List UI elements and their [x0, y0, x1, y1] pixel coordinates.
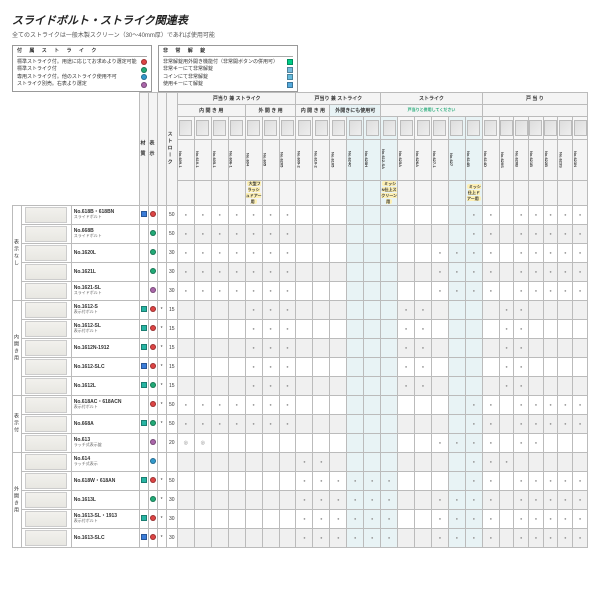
page-subtitle: 全てのストライクは一般木製スクリーン（30〜40mm厚）であれば使用可能 — [12, 30, 588, 39]
legend-strike: 付 属 ス ト ラ イ ク 標準ストライク付。用途に応じてお求めより選定可能標準… — [12, 45, 152, 92]
page-title: スライドボルト・ストライク関連表 — [12, 12, 588, 28]
legend-func-title: 非 常 解 錠 — [163, 48, 293, 57]
legend-func: 非 常 解 錠 非常解錠用外開き機能付（非常開ボタンの併用可）非常キーにて非常解… — [158, 45, 298, 92]
compat-table: 材 質 表 示 ストローク戸当り 兼 ストライク戸当り 兼 ストライクストライク… — [12, 92, 588, 548]
legend-row: 付 属 ス ト ラ イ ク 標準ストライク付。用途に応じてお求めより選定可能標準… — [12, 45, 588, 92]
legend-strike-title: 付 属 ス ト ラ イ ク — [17, 48, 147, 57]
